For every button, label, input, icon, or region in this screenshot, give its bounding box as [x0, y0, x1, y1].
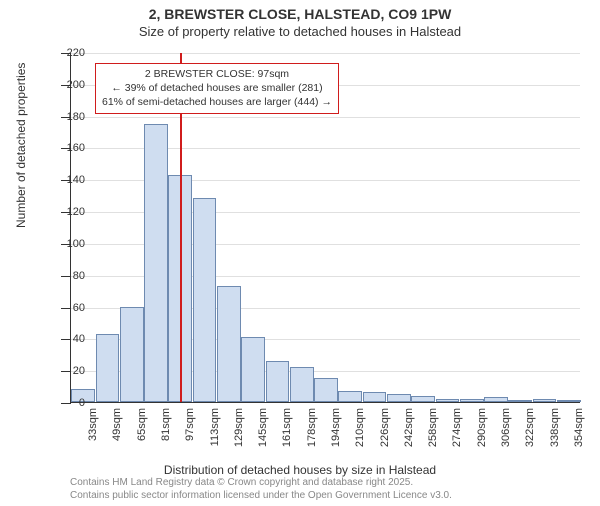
bar: [144, 124, 168, 402]
footer-line-1: Contains HM Land Registry data © Crown c…: [70, 476, 452, 489]
x-tick-label: 322sqm: [524, 408, 536, 447]
y-tick-label: 100: [55, 238, 85, 250]
x-tick-label: 210sqm: [354, 408, 366, 447]
info-line-1: 2 BREWSTER CLOSE: 97sqm: [102, 67, 332, 81]
x-tick-label: 97sqm: [184, 408, 196, 441]
bar: [266, 361, 290, 402]
bar: [338, 391, 362, 402]
bar: [290, 367, 314, 402]
x-tick-label: 290sqm: [476, 408, 488, 447]
bar: [411, 396, 435, 402]
x-tick-label: 226sqm: [379, 408, 391, 447]
bar: [508, 400, 532, 402]
info-line-2: ← 39% of detached houses are smaller (28…: [102, 81, 332, 95]
bar: [533, 399, 557, 402]
x-tick-label: 242sqm: [403, 408, 415, 447]
x-tick-label: 145sqm: [257, 408, 269, 447]
bar: [241, 337, 265, 402]
gridline: [71, 53, 580, 54]
bar: [193, 198, 217, 402]
y-axis-label: Number of detached properties: [14, 63, 28, 228]
bar: [484, 397, 508, 402]
y-tick-label: 0: [55, 397, 85, 409]
x-tick-label: 129sqm: [233, 408, 245, 447]
x-tick-label: 113sqm: [209, 408, 221, 446]
y-tick-label: 80: [55, 270, 85, 282]
x-tick-label: 49sqm: [111, 408, 123, 441]
x-tick-label: 178sqm: [306, 408, 318, 447]
bar: [436, 399, 460, 402]
plot-area: 33sqm49sqm65sqm81sqm97sqm113sqm129sqm145…: [70, 53, 580, 403]
info-box: 2 BREWSTER CLOSE: 97sqm ← 39% of detache…: [95, 63, 339, 114]
x-axis-label: Distribution of detached houses by size …: [0, 463, 600, 477]
y-tick-label: 20: [55, 365, 85, 377]
y-tick-label: 200: [55, 79, 85, 91]
y-tick-label: 220: [55, 47, 85, 59]
y-tick-label: 120: [55, 206, 85, 218]
footer-line-2: Contains public sector information licen…: [70, 489, 452, 502]
bar: [460, 399, 484, 402]
y-tick-label: 160: [55, 142, 85, 154]
chart-container: Number of detached properties 33sqm49sqm…: [0, 43, 600, 463]
footer-attribution: Contains HM Land Registry data © Crown c…: [70, 476, 452, 502]
bar: [96, 334, 120, 402]
y-tick-label: 180: [55, 111, 85, 123]
bar: [314, 378, 338, 402]
x-tick-label: 33sqm: [87, 408, 99, 441]
x-tick-label: 194sqm: [330, 408, 342, 447]
x-tick-label: 81sqm: [160, 408, 172, 441]
x-tick-label: 65sqm: [136, 408, 148, 441]
bar: [217, 286, 241, 402]
page-title: 2, BREWSTER CLOSE, HALSTEAD, CO9 1PW: [0, 6, 600, 22]
x-tick-label: 258sqm: [427, 408, 439, 447]
x-tick-label: 161sqm: [281, 408, 293, 447]
bar: [387, 394, 411, 402]
y-tick-label: 40: [55, 333, 85, 345]
x-tick-label: 274sqm: [451, 408, 463, 447]
x-tick-label: 338sqm: [549, 408, 561, 447]
bar: [363, 392, 387, 402]
y-tick-label: 140: [55, 174, 85, 186]
bar: [557, 400, 581, 402]
x-tick-label: 354sqm: [573, 408, 585, 447]
x-tick-label: 306sqm: [500, 408, 512, 447]
page-subtitle: Size of property relative to detached ho…: [0, 24, 600, 39]
bar: [120, 307, 144, 402]
gridline: [71, 117, 580, 118]
y-tick-label: 60: [55, 302, 85, 314]
info-line-3: 61% of semi-detached houses are larger (…: [102, 95, 332, 109]
